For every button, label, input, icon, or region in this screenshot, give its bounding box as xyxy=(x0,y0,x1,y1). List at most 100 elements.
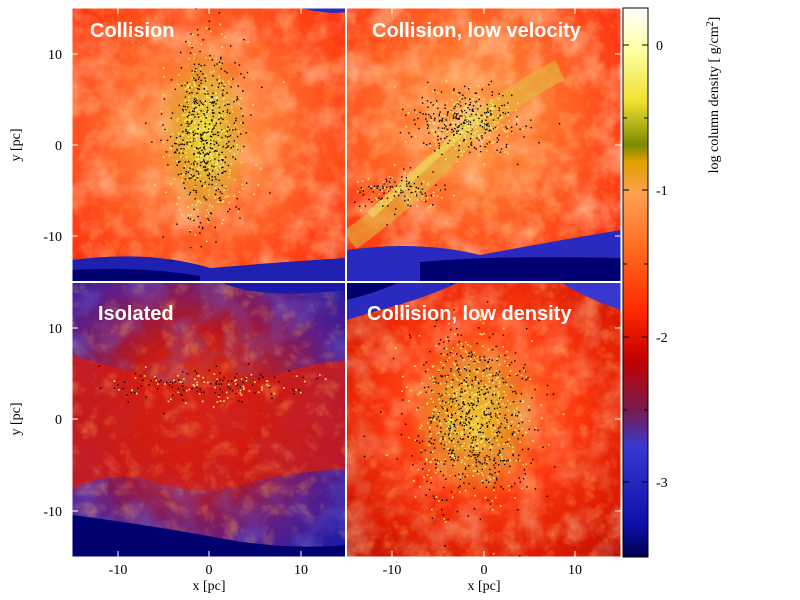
star-particle xyxy=(485,119,487,121)
star-particle xyxy=(215,141,217,143)
star-particle xyxy=(450,491,453,493)
tick-marks xyxy=(72,8,621,557)
star-particle xyxy=(472,454,474,456)
star-particle xyxy=(182,130,184,133)
star-particle xyxy=(527,376,529,379)
star-particle xyxy=(474,408,476,411)
star-particle xyxy=(253,193,255,195)
star-particle xyxy=(176,148,178,151)
star-particle xyxy=(499,431,501,434)
star-particle xyxy=(513,413,515,416)
star-particle xyxy=(499,114,501,117)
star-particle xyxy=(197,375,200,377)
star-particle xyxy=(387,188,389,190)
star-particle xyxy=(232,156,234,158)
star-particle xyxy=(423,364,425,366)
star-particle xyxy=(222,118,224,120)
star-particle xyxy=(390,198,393,201)
star-particle xyxy=(518,422,520,424)
star-particle xyxy=(488,336,491,339)
star-particle xyxy=(502,112,504,114)
star-particle xyxy=(473,369,475,372)
y-tick-label: -10 xyxy=(43,505,62,520)
star-particle xyxy=(471,108,474,111)
y-tick-label: 10 xyxy=(48,322,62,337)
star-particle xyxy=(382,185,384,188)
star-particle xyxy=(215,365,218,367)
star-particle xyxy=(209,55,211,57)
star-particle xyxy=(187,96,190,98)
star-particle xyxy=(494,482,496,484)
star-particle xyxy=(500,398,502,401)
star-particle xyxy=(215,189,217,192)
star-particle xyxy=(184,84,186,86)
star-particle xyxy=(497,139,500,141)
star-particle xyxy=(416,440,418,442)
star-particle xyxy=(510,126,513,128)
star-particle xyxy=(457,93,459,96)
star-particle xyxy=(507,111,510,114)
star-particle xyxy=(234,380,236,382)
star-particle xyxy=(460,369,462,372)
star-particle xyxy=(492,103,494,106)
star-particle xyxy=(475,447,478,450)
star-particle xyxy=(470,131,473,133)
star-particle xyxy=(189,218,192,220)
star-particle xyxy=(230,163,233,165)
star-particle xyxy=(438,393,440,395)
star-particle xyxy=(441,406,443,408)
star-particle xyxy=(427,386,430,388)
star-particle xyxy=(430,437,432,440)
star-particle xyxy=(519,414,521,417)
star-particle xyxy=(456,111,458,114)
star-particle xyxy=(443,402,446,404)
star-particle xyxy=(510,361,513,364)
star-particle xyxy=(219,197,221,199)
star-particle xyxy=(461,382,463,384)
star-particle xyxy=(210,98,213,101)
star-particle xyxy=(403,177,406,179)
star-particle xyxy=(442,474,445,477)
star-particle xyxy=(200,155,203,157)
star-particle xyxy=(454,412,457,414)
star-particle xyxy=(214,148,216,150)
star-particle xyxy=(445,443,447,446)
star-particle xyxy=(432,451,434,453)
star-particle xyxy=(370,185,372,188)
star-particle xyxy=(475,461,477,464)
star-particle xyxy=(487,476,490,478)
star-particle xyxy=(525,431,527,434)
star-particle xyxy=(423,386,426,389)
star-particle xyxy=(458,117,460,119)
star-particle xyxy=(446,499,448,501)
star-particle xyxy=(202,376,204,379)
star-particle xyxy=(482,120,485,122)
star-particle xyxy=(192,104,194,106)
star-particle xyxy=(491,94,493,96)
star-particle xyxy=(235,206,237,208)
star-particle xyxy=(497,427,500,430)
star-particle xyxy=(196,131,199,133)
star-particle xyxy=(245,377,248,379)
star-particle xyxy=(199,153,202,155)
star-particle xyxy=(430,117,432,120)
star-particle xyxy=(487,413,489,415)
star-particle xyxy=(530,462,532,464)
star-particle xyxy=(414,496,417,498)
star-particle xyxy=(123,381,126,383)
star-particle xyxy=(467,402,469,405)
star-particle xyxy=(464,466,467,469)
star-particle xyxy=(177,375,179,377)
star-particle xyxy=(219,168,221,170)
star-particle xyxy=(458,97,461,100)
star-particle xyxy=(145,366,147,368)
star-particle xyxy=(458,145,460,147)
star-particle xyxy=(505,441,507,444)
star-particle xyxy=(466,122,468,125)
star-particle xyxy=(446,412,448,414)
star-particle xyxy=(487,301,489,303)
star-particle xyxy=(491,359,493,361)
star-particle xyxy=(507,106,509,108)
star-particle xyxy=(386,190,389,192)
star-particle xyxy=(476,130,479,133)
